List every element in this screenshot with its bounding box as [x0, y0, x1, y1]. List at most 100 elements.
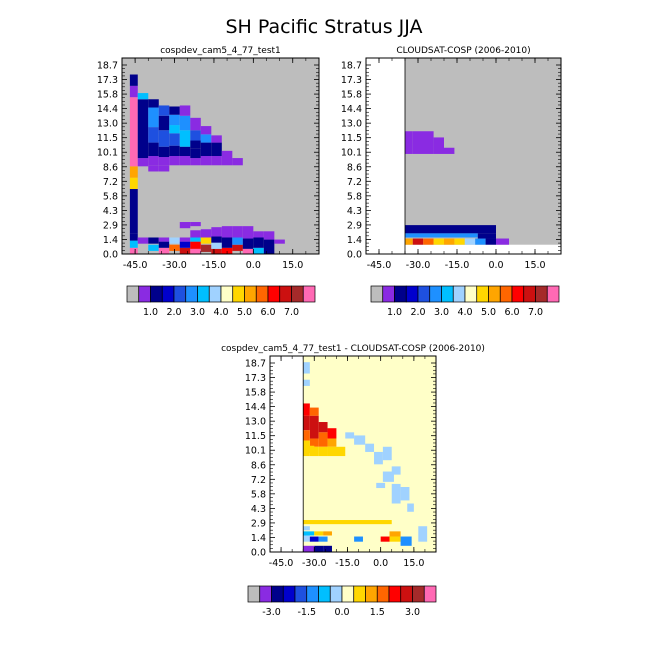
colorbar-swatch	[452, 285, 466, 303]
heatmap-cell	[309, 536, 319, 542]
colorbar-label: 4.0	[457, 307, 472, 318]
heatmap-cell	[391, 483, 401, 504]
colorbar-swatch	[353, 585, 366, 603]
blank-region	[366, 58, 405, 254]
heatmap-cell	[454, 238, 465, 245]
colorbar-swatch	[306, 585, 319, 603]
colorbar-observation: 1.0 2.0 3.0 4.0 5.0 6.0 7.0	[370, 285, 560, 318]
colorbar-label: 1.0	[387, 307, 402, 318]
colorbar-label: 3.0	[190, 307, 205, 318]
panel-difference: cospdev_cam5_4_77_test1 - CLOUDSAT-COSP …	[221, 344, 485, 569]
colorbar-swatch	[394, 285, 407, 303]
y-tick-label: 18.7	[245, 359, 266, 370]
colorbar-swatch	[291, 285, 304, 303]
heatmap-cell	[148, 237, 159, 244]
colorbar-swatch	[138, 285, 151, 303]
heatmap-cell	[365, 443, 375, 452]
colorbar-swatch	[302, 285, 316, 303]
heatmap-cell	[129, 177, 138, 190]
heatmap-cell	[232, 226, 243, 238]
heatmap-cell	[405, 238, 413, 245]
y-tick-label: 7.2	[103, 177, 118, 188]
heatmap-cell	[423, 238, 434, 245]
heatmap-cell	[389, 531, 401, 537]
colorbar-swatch	[488, 285, 501, 303]
heatmap-cell	[405, 131, 413, 154]
y-tick-label: 11.5	[97, 133, 118, 144]
colorbar-swatch	[255, 285, 269, 303]
colorbar-swatch	[232, 285, 245, 303]
heatmap-cell	[380, 536, 390, 542]
y-tick-label: 11.5	[341, 133, 362, 144]
heatmap-cell	[475, 238, 486, 245]
heatmap-cell	[303, 379, 310, 386]
heatmap-cell	[179, 146, 191, 156]
y-tick-label: 5.8	[347, 191, 362, 202]
y-tick-label: 8.6	[103, 162, 118, 173]
heatmap-cell	[211, 156, 222, 166]
colorbar-swatch	[511, 285, 525, 303]
heatmap-cell	[444, 238, 455, 245]
heatmap-cell	[303, 526, 310, 531]
colorbar-label: 2.0	[410, 307, 425, 318]
colorbar-difference: -3.0 -1.5 0.0 1.5 3.0	[247, 585, 437, 618]
colorbar-swatch	[244, 285, 257, 303]
colorbar-swatch	[267, 285, 281, 303]
colorbar-swatch	[365, 585, 378, 603]
colorbar-label: 6.0	[260, 307, 275, 318]
heatmap-cell	[148, 99, 159, 108]
heatmap-cell	[169, 244, 180, 251]
y-tick-label: 4.3	[347, 206, 362, 217]
heatmap-cell	[253, 237, 264, 248]
x-tick-label: 0.0	[246, 260, 261, 271]
heatmap-cell	[303, 545, 315, 552]
colorbar-label: -1.5	[297, 607, 316, 618]
colorbar-swatch	[341, 585, 355, 603]
colorbar-swatch	[376, 585, 390, 603]
y-tick-label: 18.7	[341, 61, 362, 72]
colorbar-swatch	[535, 285, 548, 303]
heatmap-cell	[129, 85, 138, 98]
heatmap-cell	[318, 446, 328, 457]
colorbar-label: 7.0	[528, 307, 543, 318]
colorbar-swatch	[429, 285, 442, 303]
heatmap-cell	[318, 432, 328, 447]
heatmap-cell	[169, 145, 180, 156]
panel-model: cospdev_cam5_4_77_test1 0.0 1.4 2.9 4.3 5.8 7.…	[97, 46, 320, 271]
y-tick-label: 2.9	[103, 220, 118, 231]
y-tick-label: 0.0	[347, 250, 362, 261]
heatmap-cell	[354, 435, 366, 445]
y-tick-label: 10.1	[97, 148, 118, 159]
heatmap-cell	[179, 241, 191, 248]
x-tick-label: -30.0	[406, 260, 431, 271]
heatmap-cell	[190, 140, 201, 149]
y-tick-label: 7.2	[347, 177, 362, 188]
heatmap-cell	[303, 430, 310, 441]
colorbar-swatch	[173, 285, 187, 303]
heatmap-cell	[158, 157, 170, 166]
heatmap-cell	[464, 238, 476, 245]
heatmap-cell	[137, 99, 149, 159]
heatmap-cell	[211, 236, 222, 243]
heatmap-cell	[211, 135, 222, 143]
heatmap-cell	[232, 158, 243, 166]
heatmap-cell	[323, 531, 332, 536]
panel-title: CLOUDSAT-COSP (2006-2010)	[396, 46, 530, 56]
heatmap-cell	[137, 158, 149, 167]
heatmap-cell	[405, 225, 496, 234]
y-tick-label: 14.4	[97, 104, 118, 115]
heatmap-cell	[303, 535, 310, 542]
heatmap-cell	[179, 222, 191, 229]
heatmap-cell	[200, 156, 212, 166]
heatmap-cell	[129, 166, 138, 178]
colorbar-label: 3.0	[434, 307, 449, 318]
panel-title: cospdev_cam5_4_77_test1 - CLOUDSAT-COSP …	[221, 344, 485, 354]
colorbar-swatch	[279, 285, 292, 303]
colorbar-swatch	[382, 285, 395, 303]
y-tick-label: 17.3	[97, 75, 118, 86]
x-tick-label: -45.0	[269, 558, 294, 569]
heatmap-cell	[169, 156, 180, 166]
heatmap-cell	[190, 117, 201, 131]
colorbar-model: 1.0 2.0 3.0 4.0 5.0 6.0 7.0	[126, 285, 316, 318]
blank-region	[270, 356, 304, 552]
